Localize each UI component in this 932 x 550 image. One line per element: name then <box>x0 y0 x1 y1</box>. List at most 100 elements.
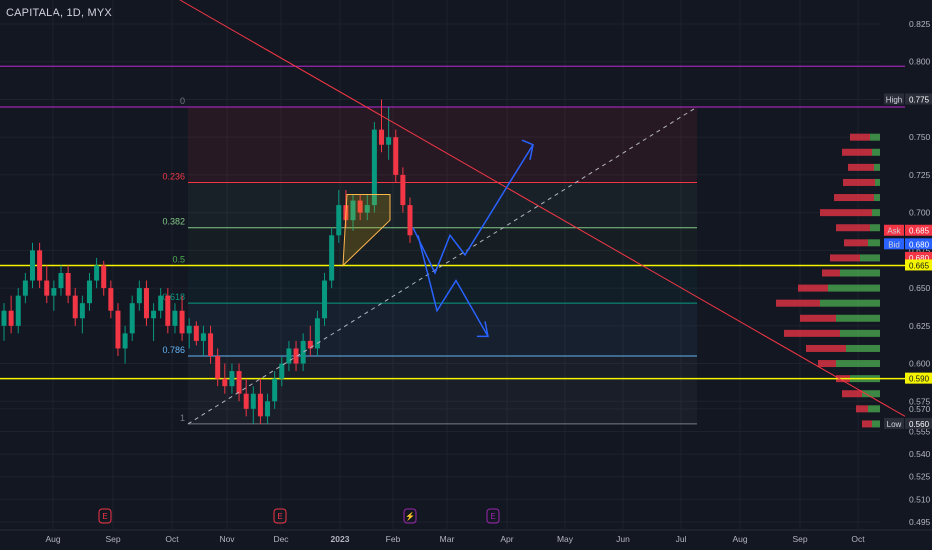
price-tag-value: 0.665 <box>909 261 930 270</box>
price-tick-label: 0.555 <box>909 426 931 436</box>
arrow-head <box>477 321 489 338</box>
candle-body <box>143 288 149 319</box>
volume-profile-sell-bar <box>862 420 872 428</box>
candle-body <box>307 340 313 349</box>
event-marker <box>273 508 287 524</box>
candle-body <box>293 348 299 364</box>
volume-profile-buy-bar <box>836 360 880 368</box>
volume-profile <box>776 133 880 428</box>
candle-body <box>300 340 306 364</box>
earnings-icon: E <box>490 512 495 521</box>
price-tick-label: 0.675 <box>909 245 931 255</box>
arrow-head <box>521 139 534 160</box>
price-tick-label: 0.750 <box>909 132 931 142</box>
price-tag-value: 0.560 <box>909 420 930 429</box>
candle-body <box>158 295 164 311</box>
price-tick-label: 0.570 <box>909 404 931 414</box>
horizontal-lines <box>0 65 905 380</box>
earnings-icon: E <box>277 512 282 521</box>
price-tag-bg <box>905 251 932 263</box>
candle-body <box>314 318 320 349</box>
time-tick-label: Feb <box>386 534 401 544</box>
price-tag-bg <box>905 372 932 384</box>
volume-profile-buy-bar <box>870 133 880 141</box>
candle-body <box>51 288 57 296</box>
fib-zone <box>188 356 697 424</box>
volume-profile-buy-bar <box>868 405 880 413</box>
volume-profile-buy-bar <box>875 178 880 186</box>
time-tick-label: Dec <box>273 534 289 544</box>
candle-body <box>122 333 128 349</box>
time-tick-label: Aug <box>45 534 60 544</box>
candle-body <box>357 200 363 213</box>
event-marker <box>98 508 112 524</box>
candle-body <box>72 295 78 319</box>
symbol-title: CAPITALA, 1D, MYX <box>6 7 112 19</box>
volume-profile-buy-bar <box>820 299 880 307</box>
candle-body <box>8 310 14 326</box>
candle-body <box>29 250 35 281</box>
time-axis: Aug Sep Oct Nov Dec 2023 Feb Mar Apr May Jun Jul Aug… <box>45 534 865 544</box>
volume-profile-sell-bar <box>836 224 870 232</box>
candle-body <box>179 310 185 334</box>
volume-profile-sell-bar <box>842 148 872 156</box>
volume-profile-buy-bar <box>872 420 880 428</box>
candle-body <box>79 303 85 319</box>
volume-profile-sell-bar <box>856 405 868 413</box>
candle-body <box>186 325 192 334</box>
candle-body <box>44 280 50 296</box>
time-tick-label: Apr <box>500 534 513 544</box>
candle-body <box>407 205 413 236</box>
volume-profile-buy-bar <box>840 269 880 277</box>
price-tag-label-bg <box>884 238 904 250</box>
fib-zone <box>188 265 697 304</box>
candle-body <box>250 393 256 409</box>
volume-profile-sell-bar <box>818 360 836 368</box>
candle-body <box>136 288 142 304</box>
candle-body <box>115 310 121 349</box>
drawings <box>179 0 906 425</box>
price-tag-label-bg <box>884 224 904 236</box>
candle-body <box>200 333 206 341</box>
time-tick-label: Jun <box>616 534 630 544</box>
volume-profile-buy-bar <box>872 148 880 156</box>
volume-profile-buy-bar <box>868 239 880 247</box>
candle-body <box>108 288 114 311</box>
price-tag-label: High <box>886 95 902 104</box>
price-tick-label: 0.510 <box>909 494 931 504</box>
price-tag-bg <box>905 259 932 271</box>
volume-profile-sell-bar <box>834 194 874 202</box>
candle-body <box>336 205 342 236</box>
candle-body <box>208 333 214 356</box>
candle-body <box>215 356 221 379</box>
volume-profile-sell-bar <box>844 239 868 247</box>
price-tag-bg <box>905 238 932 250</box>
volume-profile-buy-bar <box>860 254 880 262</box>
price-tag-value: 0.775 <box>909 95 930 104</box>
time-tick-label: Sep <box>105 534 120 544</box>
candle-body <box>94 265 100 281</box>
candle-body <box>172 310 178 326</box>
candle-body <box>58 273 64 289</box>
fib-level-label: 0.382 <box>162 217 185 227</box>
candle-body <box>279 363 285 379</box>
price-tick-label: 0.725 <box>909 170 931 180</box>
candle-body <box>236 371 242 394</box>
candle-body <box>379 129 385 145</box>
volume-profile-sell-bar <box>776 299 820 307</box>
price-tick-label: 0.825 <box>909 19 931 29</box>
trendline-dashed <box>187 106 698 425</box>
time-tick-label: Nov <box>219 534 235 544</box>
fibonacci-retracement: 0 0.236 0.382 0.5 0.618 0.786 1 <box>162 96 697 425</box>
price-tick-label: 0.800 <box>909 57 931 67</box>
price-tick-label: 0.625 <box>909 321 931 331</box>
event-marker <box>486 508 500 524</box>
volume-profile-sell-bar <box>843 178 875 186</box>
triangle-pattern <box>342 194 391 267</box>
price-tag-label: Ask <box>887 227 901 236</box>
fib-zone <box>188 227 697 266</box>
fib-level-label: 0 <box>180 96 185 106</box>
volume-profile-sell-bar <box>850 133 870 141</box>
volume-profile-buy-bar <box>874 194 880 202</box>
